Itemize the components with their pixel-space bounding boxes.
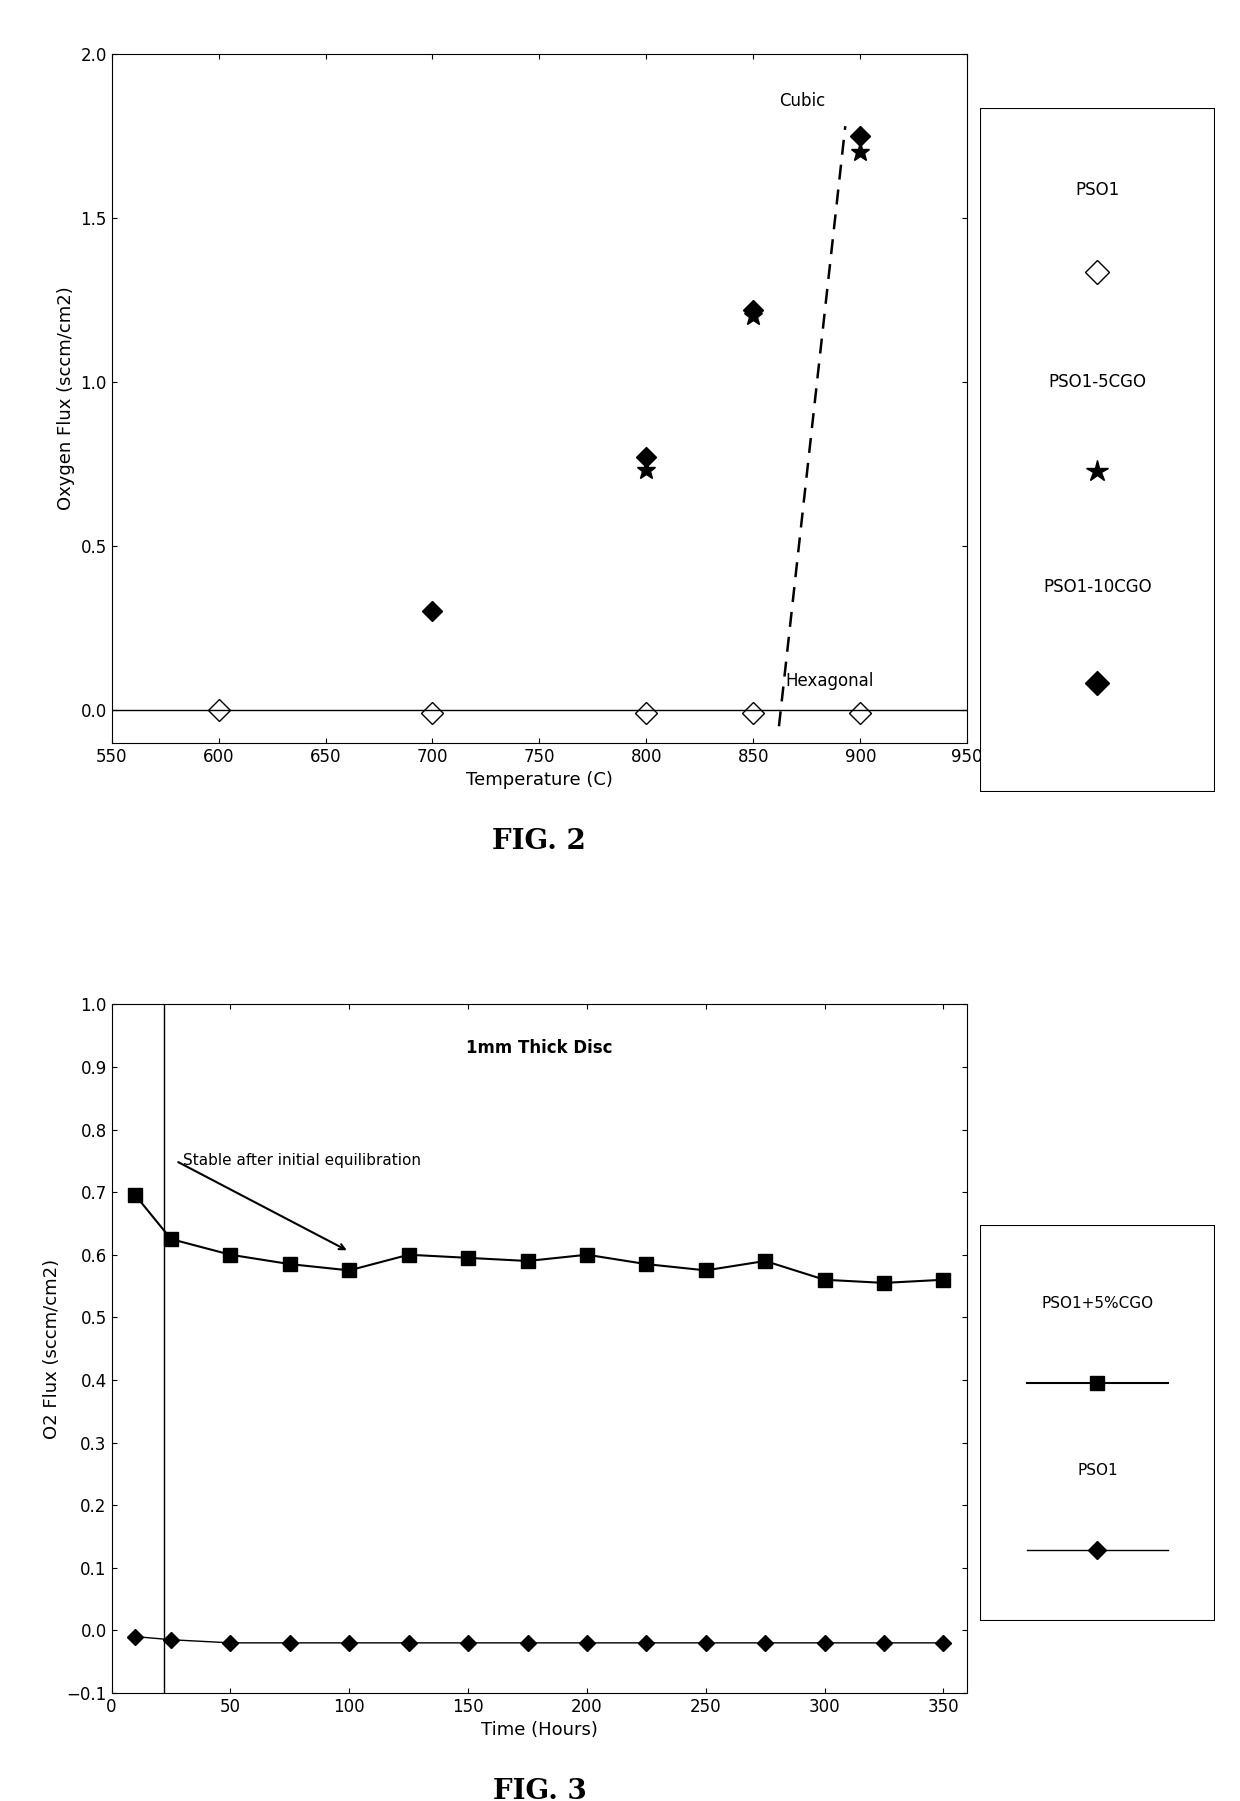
Text: PSO1-10CGO: PSO1-10CGO	[1043, 578, 1152, 596]
X-axis label: Time (Hours): Time (Hours)	[481, 1722, 598, 1740]
Text: PSO1: PSO1	[1078, 1462, 1117, 1479]
Text: 1mm Thick Disc: 1mm Thick Disc	[466, 1039, 613, 1057]
Text: FIG. 3: FIG. 3	[492, 1779, 587, 1801]
Text: Cubic: Cubic	[779, 92, 825, 110]
Y-axis label: O2 Flux (sccm/cm2): O2 Flux (sccm/cm2)	[43, 1259, 61, 1439]
X-axis label: Temperature (C): Temperature (C)	[466, 771, 613, 789]
Text: PSO1-5CGO: PSO1-5CGO	[1048, 373, 1147, 391]
Text: PSO1: PSO1	[1075, 182, 1120, 200]
Text: PSO1+5%CGO: PSO1+5%CGO	[1042, 1297, 1153, 1311]
Text: Hexagonal: Hexagonal	[785, 672, 874, 690]
Y-axis label: Oxygen Flux (sccm/cm2): Oxygen Flux (sccm/cm2)	[57, 286, 74, 510]
Text: Stable after initial equilibration: Stable after initial equilibration	[184, 1153, 420, 1169]
Text: FIG. 2: FIG. 2	[492, 828, 587, 855]
